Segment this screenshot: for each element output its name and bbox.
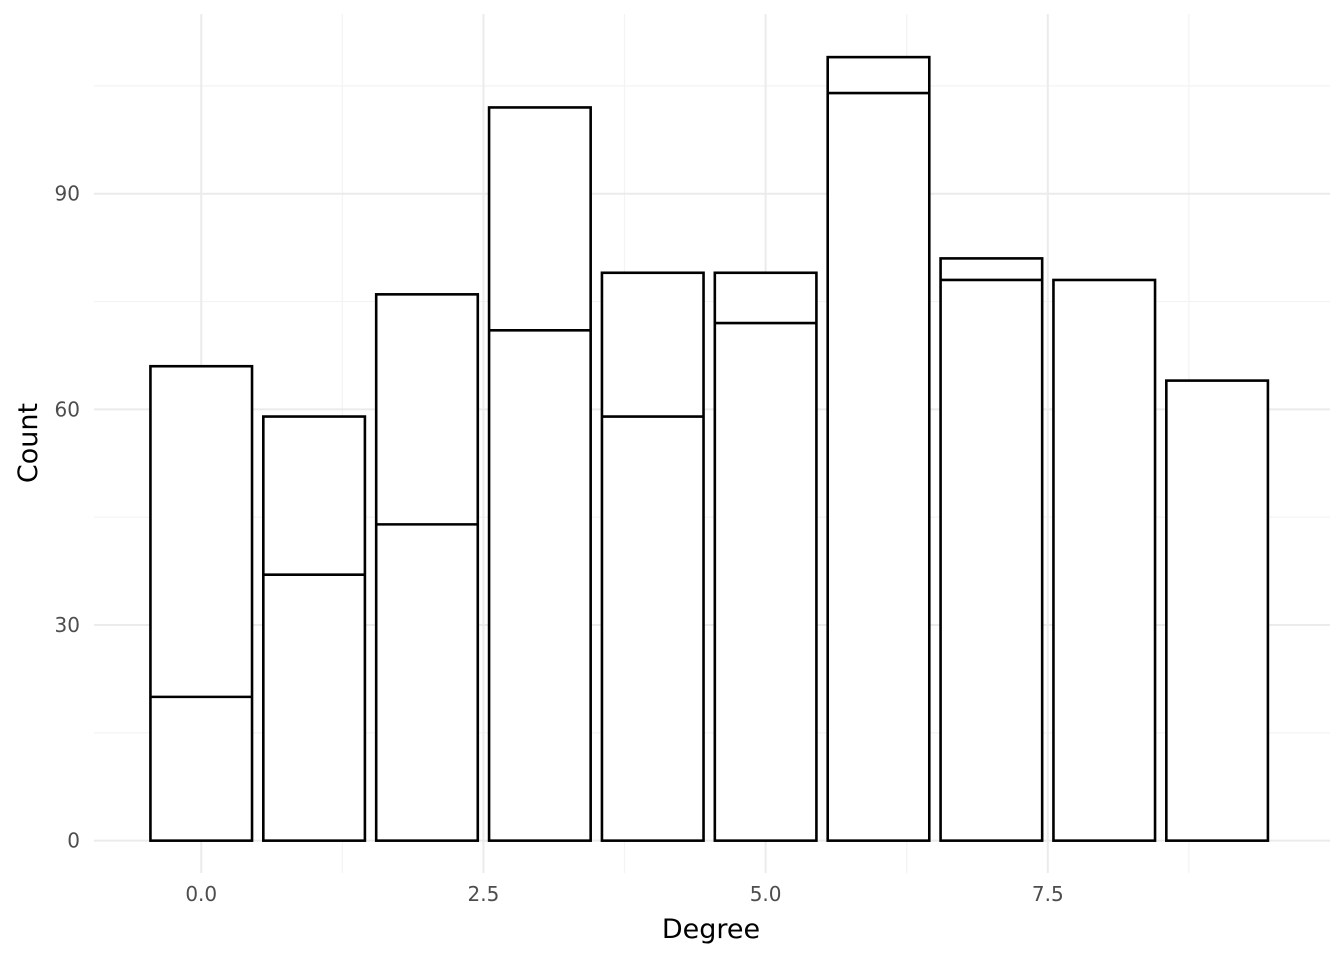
bar: [826, 55, 931, 842]
y-tick-label: 30: [55, 613, 80, 637]
y-tick-label: 60: [55, 397, 80, 421]
y-axis-title: Count: [13, 403, 44, 483]
bar: [487, 106, 592, 842]
bar: [149, 364, 254, 842]
bar: [1052, 278, 1157, 842]
bar: [600, 271, 705, 842]
bar: [713, 271, 818, 842]
bar: [939, 257, 1044, 842]
y-tick-label: 0: [67, 829, 80, 853]
tick-labels: 0.0 2.5 5.0 7.5 0 30 60 90: [55, 182, 1064, 906]
bars: [149, 55, 1270, 842]
bar: [1165, 379, 1270, 842]
bar: [374, 293, 480, 842]
x-tick-label: 5.0: [750, 882, 782, 906]
x-tick-label: 7.5: [1032, 882, 1064, 906]
bar: [262, 415, 367, 842]
x-tick-label: 2.5: [468, 882, 500, 906]
y-tick-label: 90: [55, 182, 80, 206]
x-axis-title: Degree: [662, 914, 760, 945]
x-tick-label: 0.0: [185, 882, 217, 906]
